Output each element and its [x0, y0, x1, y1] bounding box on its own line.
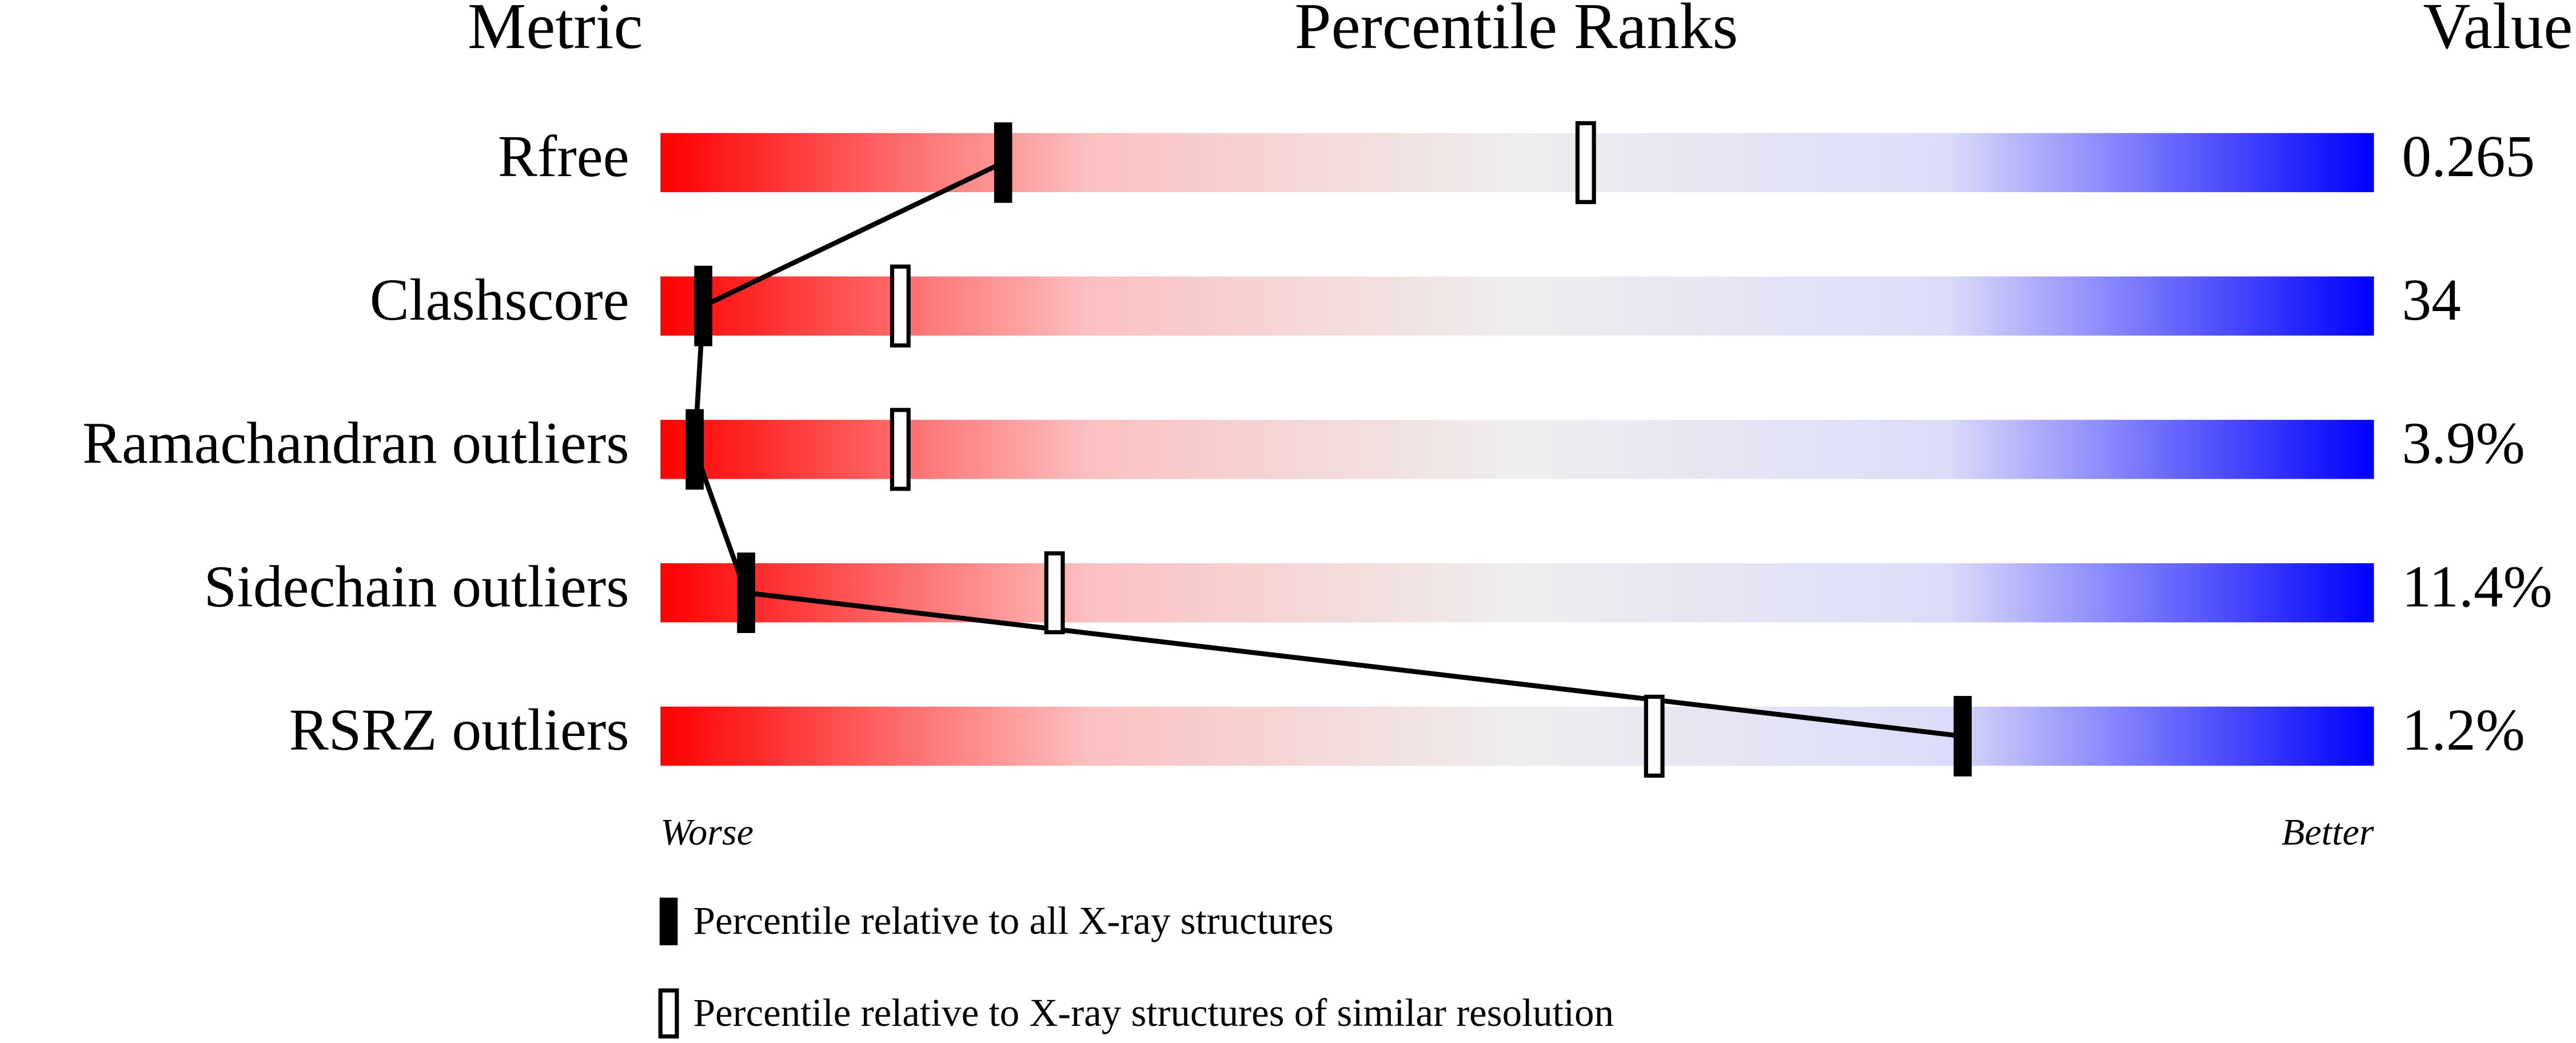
- percentile-bar: [660, 133, 2374, 193]
- metric-value: 3.9%: [2402, 411, 2525, 476]
- percentile-bar: [660, 563, 2374, 623]
- marker-filled: [737, 552, 755, 634]
- metric-label: Sidechain outliers: [204, 554, 629, 619]
- metric-value: 34: [2402, 268, 2461, 333]
- marker-outline: [890, 264, 911, 348]
- metric-label: Rfree: [498, 124, 629, 189]
- marker-outline: [1044, 551, 1065, 635]
- percentile-bar: [660, 420, 2374, 479]
- metric-label: RSRZ outliers: [289, 698, 629, 763]
- marker-outline: [1575, 121, 1596, 204]
- percentile-bar: [660, 706, 2374, 766]
- marker-filled: [685, 409, 704, 490]
- metric-value: 1.2%: [2402, 698, 2525, 763]
- legend-swatch: [658, 988, 679, 1039]
- marker-outline: [1644, 694, 1665, 778]
- metric-value: 11.4%: [2402, 554, 2552, 619]
- legend-label: Percentile relative to all X-ray structu…: [693, 899, 1334, 942]
- metric-label: Ramachandran outliers: [82, 411, 629, 476]
- percentile-bar: [660, 276, 2374, 336]
- better-label: Better: [2282, 811, 2374, 853]
- legend-swatch: [659, 897, 678, 946]
- marker-filled: [994, 122, 1012, 203]
- metric-label: Clashscore: [370, 268, 629, 333]
- marker-outline: [890, 408, 911, 491]
- marker-filled: [1953, 696, 1972, 777]
- metric-header: Metric: [468, 0, 643, 62]
- chart-title: Percentile Ranks: [1295, 0, 1738, 62]
- marker-filled: [694, 265, 712, 347]
- worse-label: Worse: [660, 811, 753, 853]
- metric-value: 0.265: [2402, 124, 2535, 189]
- value-header: Value: [2423, 0, 2573, 62]
- legend-label: Percentile relative to X-ray structures …: [693, 991, 1614, 1034]
